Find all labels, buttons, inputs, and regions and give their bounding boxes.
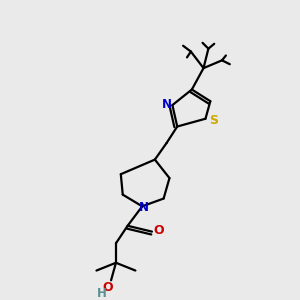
- Text: O: O: [103, 280, 113, 294]
- Text: H: H: [96, 287, 106, 300]
- Text: N: N: [161, 98, 172, 111]
- Text: S: S: [209, 114, 218, 127]
- Text: N: N: [139, 201, 149, 214]
- Text: O: O: [153, 224, 164, 237]
